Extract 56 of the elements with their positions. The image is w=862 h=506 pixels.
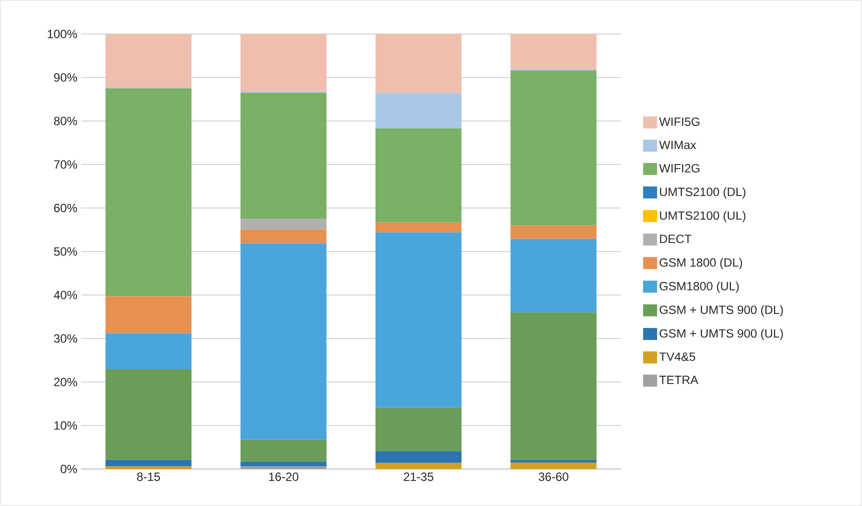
y-tick-label: 70% (54, 160, 78, 169)
legend-label: WIFI2G (659, 164, 700, 172)
legend-label: TV4&5 (659, 352, 696, 361)
x-tick-label: 21-35 (404, 472, 434, 481)
x-tick-label: 8-15 (137, 472, 160, 481)
bar (106, 368, 192, 460)
x-tick-label: 16-20 (269, 472, 298, 481)
y-tick-label: 30% (54, 334, 78, 343)
bar (106, 296, 192, 334)
bar (510, 312, 597, 460)
y-tick-label: 10% (54, 421, 78, 430)
legend-label: GSM1800 (UL) (660, 282, 739, 293)
bar (240, 229, 327, 244)
bar (106, 333, 192, 369)
y-tick-label: 90% (54, 73, 78, 82)
bar (376, 222, 462, 232)
y-tick-label: 20% (54, 378, 78, 386)
bar (106, 466, 192, 469)
bar (106, 34, 192, 88)
y-tick-label: 50% (54, 247, 78, 256)
y-tick-label: 0% (60, 464, 78, 474)
bar (376, 232, 462, 408)
legend-label: DECT (660, 234, 692, 244)
legend-label: TETRA (659, 376, 698, 384)
bar (510, 70, 597, 226)
bar (376, 34, 462, 94)
bar (510, 460, 597, 462)
y-tick-label: 60% (54, 204, 78, 212)
bar (240, 92, 327, 219)
y-tick-label: 80% (54, 116, 78, 126)
legend-label: WIFI5G (659, 118, 700, 126)
legend-label: UMTS2100 (DL) (660, 187, 746, 198)
bar (106, 88, 192, 296)
bar (376, 93, 462, 128)
bar (106, 460, 192, 466)
bar (376, 451, 462, 463)
legend-label: GSM 1800 (DL) (660, 258, 742, 270)
bar (240, 462, 327, 466)
legend-label: GSM + UMTS 900 (DL) (660, 305, 783, 316)
y-tick-label: 40% (54, 290, 78, 300)
bar (240, 440, 327, 462)
bar (376, 407, 462, 452)
bar (510, 238, 597, 312)
bar (376, 462, 462, 469)
legend-label: GSM + UMTS 900 (UL) (660, 328, 783, 340)
bar (240, 34, 327, 92)
legend-label: UMTS2100 (UL) (660, 211, 746, 222)
y-tick-label: 100% (48, 30, 78, 38)
bar (240, 218, 327, 230)
bar (510, 34, 597, 70)
bar (376, 128, 462, 222)
bar (510, 462, 597, 469)
x-tick-label: 36-60 (538, 472, 568, 481)
bar (240, 243, 327, 440)
bar (510, 225, 597, 239)
legend-label: WIMax (659, 140, 696, 150)
